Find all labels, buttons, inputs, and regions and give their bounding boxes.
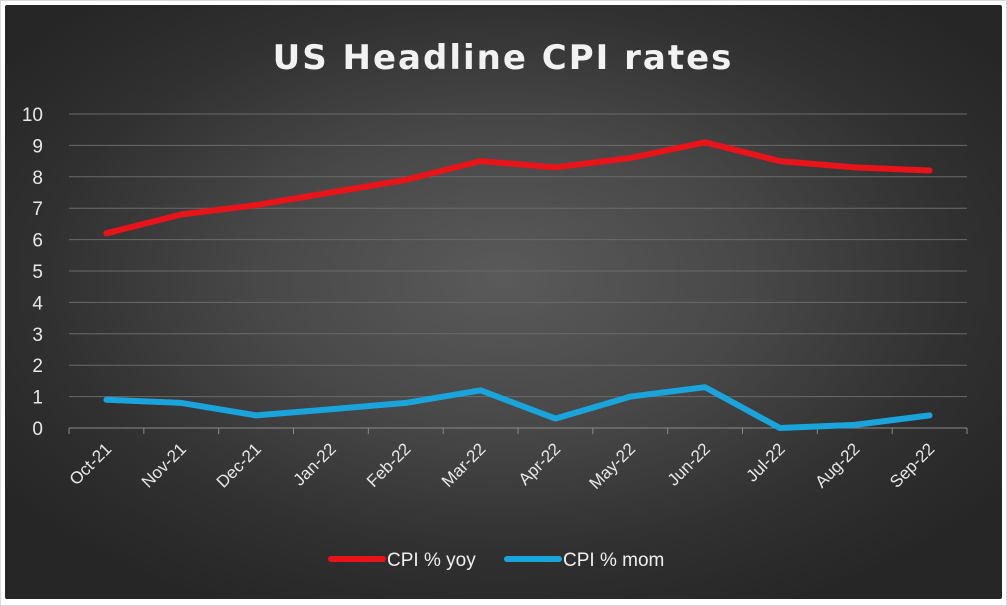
series-line-1 [103,384,933,431]
x-tick-label: Apr-22 [515,439,565,489]
y-tick-label: 8 [32,168,43,189]
y-tick-label: 4 [32,293,43,314]
grid-lines [68,113,968,434]
x-tick-label: Oct-21 [66,439,116,489]
x-tick-label: Jul-22 [743,439,789,485]
x-tick-label: Nov-21 [138,439,190,491]
y-tick-label: 1 [32,388,43,409]
series-line-0 [103,139,933,237]
legend-label-0: CPI % yoy [387,550,476,571]
line-chart: US Headline CPI rates 0 1 2 3 4 5 6 7 8 9 10 Oct-2… [22,38,968,571]
legend: CPI % yoy CPI % mom [328,550,664,571]
y-tick-label: 6 [32,231,43,252]
x-tick-label: May-22 [586,439,640,493]
chart-title: US Headline CPI rates [273,38,734,78]
x-tick-label: Feb-22 [363,439,415,491]
y-tick-label: 3 [32,325,43,346]
y-tick-label: 9 [32,136,43,157]
chart-area: US Headline CPI rates 0 1 2 3 4 5 6 7 8 9 10 Oct-2… [5,5,1002,599]
y-tick-label: 7 [32,199,43,220]
x-tick-label: Aug-22 [811,439,863,491]
x-tick-label: Jun-22 [664,439,714,489]
y-tick-label: 10 [22,105,43,126]
x-tick-label: Mar-22 [438,439,490,491]
x-tick-label: Dec-21 [213,439,265,491]
x-tick-label: Sep-22 [886,439,938,491]
y-tick-label: 5 [32,262,43,283]
series-lines [103,139,933,431]
y-tick-label: 2 [32,356,43,377]
x-tick-label: Jan-22 [290,439,340,489]
y-axis-ticks: 0 1 2 3 4 5 6 7 8 9 10 [22,105,44,440]
x-axis-ticks: Oct-21 Nov-21 Dec-21 Jan-22 Feb-22 Mar-22 Apr-… [66,439,939,493]
legend-label-1: CPI % mom [563,550,664,571]
y-tick-label: 0 [32,419,43,440]
